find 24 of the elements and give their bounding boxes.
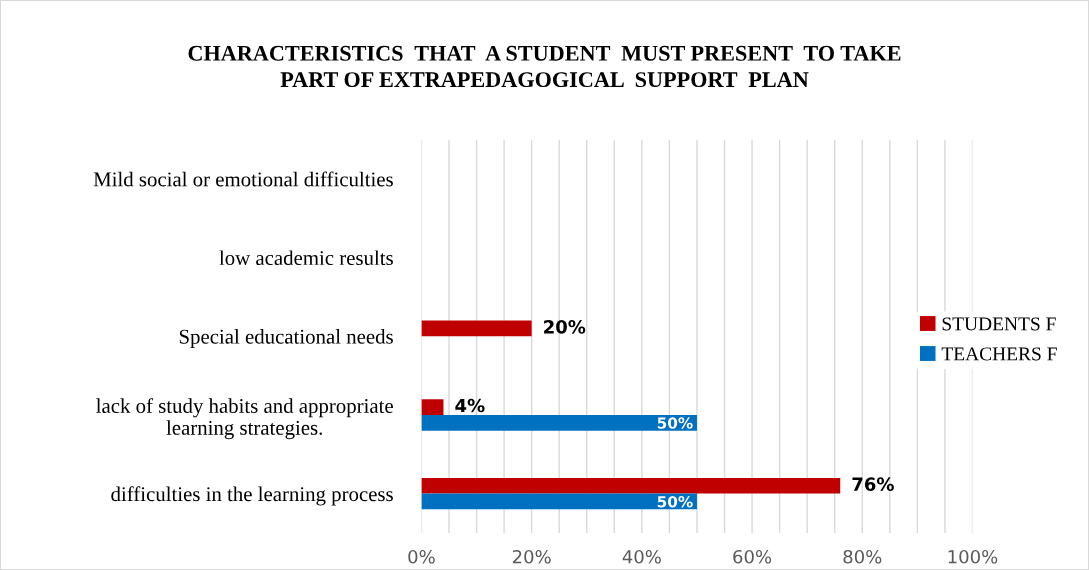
data-label: 76%: [852, 477, 894, 491]
bar: [421, 493, 697, 510]
bar: [421, 399, 444, 415]
x-tick-label: 0%: [408, 549, 435, 564]
legend-label: TEACHERS F: [941, 347, 1057, 361]
y-tick-label: low academic results: [219, 250, 393, 266]
y-tick-label: Special educational needs: [179, 329, 393, 348]
bar: [421, 414, 697, 431]
y-tick-label: lack of study habits and appropriate learning strategies.: [96, 398, 393, 440]
data-label: 20%: [544, 320, 586, 334]
chart-title: CHARACTERISTICS THAT A STUDENT MUST PRESENT TO TAKE PART OF EXTRAPEDAGOGICAL SUPPORT PLAN: [188, 45, 901, 88]
y-tick-label: difficulties in the learning process: [111, 486, 393, 506]
data-label: 50%: [657, 417, 693, 429]
data-label: 4%: [455, 398, 485, 413]
x-tick-label: 40%: [622, 549, 661, 564]
x-tick-label: 100%: [948, 549, 998, 564]
data-label: 50%: [657, 495, 693, 508]
legend-label: STUDENTS F: [942, 317, 1056, 331]
x-tick-label: 60%: [733, 549, 772, 564]
x-tick-label: 80%: [843, 549, 882, 564]
bar: [421, 477, 841, 494]
x-tick-label: 20%: [512, 549, 551, 564]
bar: [421, 320, 532, 337]
y-tick-label: Mild social or emotional difficulties: [93, 171, 393, 187]
